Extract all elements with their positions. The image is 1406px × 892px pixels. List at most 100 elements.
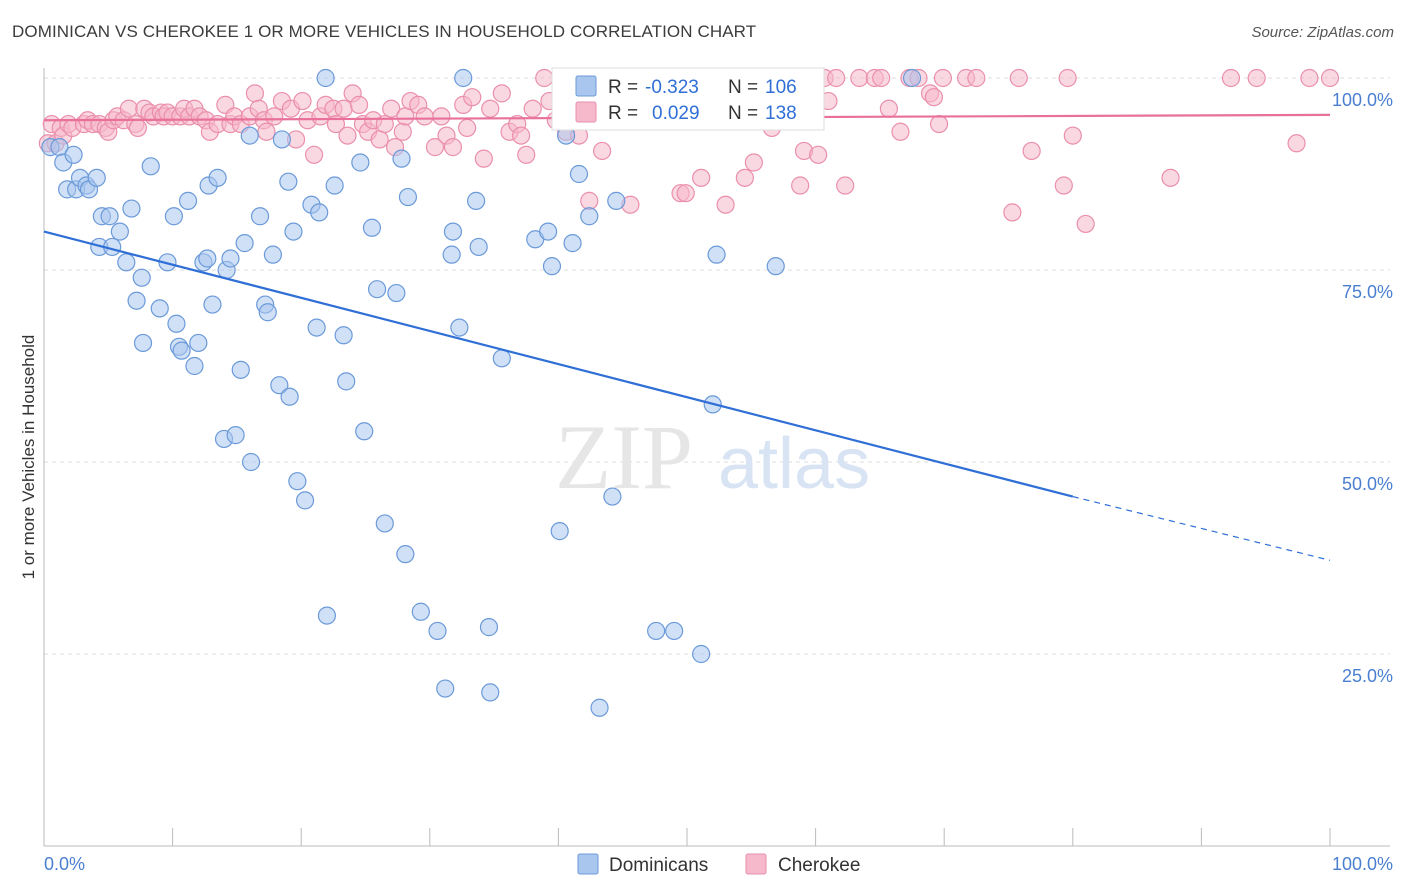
dominican-point <box>436 679 455 698</box>
x-ticks <box>43 828 1331 846</box>
dominican-point <box>707 245 726 264</box>
cherokee-point <box>676 184 695 203</box>
dominican-point <box>539 222 558 241</box>
dominican-point <box>164 207 183 226</box>
dominican-point <box>317 606 337 625</box>
dominican-point <box>127 291 146 310</box>
cherokee-point <box>257 122 276 141</box>
dominican-point <box>240 126 259 145</box>
dominican-point <box>469 237 488 257</box>
legend-box <box>551 67 825 131</box>
dominican-point <box>316 68 335 88</box>
cherokee-point <box>1161 168 1180 187</box>
dominican-point <box>263 245 283 264</box>
cherokee-point <box>349 95 369 114</box>
dominican-point <box>665 621 684 641</box>
cherokee-point <box>933 68 953 88</box>
dominican-point <box>279 172 298 191</box>
cherokee-point <box>716 195 735 214</box>
cherokee-point <box>338 126 357 145</box>
cherokee-point <box>967 68 986 88</box>
dominican-point <box>203 295 222 314</box>
legend-swatch-cherokee <box>575 101 597 123</box>
legend-n-value-cherokee: 138 <box>765 103 797 124</box>
cherokee-point <box>334 99 353 118</box>
x-tick-label-max: 100.0% <box>1332 854 1393 874</box>
dominican-point <box>231 360 250 379</box>
y-tick-label: 75.0% <box>1342 282 1393 302</box>
dominican-point <box>141 157 160 176</box>
dominican-point <box>272 130 292 149</box>
cherokee-point <box>924 88 944 107</box>
dominican-point <box>325 176 344 195</box>
cherokee-point <box>245 84 265 103</box>
dominican-point <box>117 253 136 272</box>
dominican-point <box>375 514 394 533</box>
legend-r-value-dominicans: -0.323 <box>645 77 699 98</box>
dominican-point <box>902 68 922 88</box>
dominican-point <box>580 207 599 226</box>
legend-r-value-cherokee: 0.029 <box>652 103 700 124</box>
cherokee-point <box>1054 176 1073 195</box>
dominican-point <box>221 249 240 268</box>
watermark: ZIP atlas <box>555 406 870 508</box>
dominican-point <box>280 387 299 406</box>
watermark-zip: ZIP <box>555 406 693 508</box>
dominican-point <box>241 452 261 472</box>
cherokee-point <box>1287 134 1306 153</box>
cherokee-point <box>791 176 810 195</box>
cherokee-point <box>382 99 401 118</box>
cherokee-point <box>463 88 482 107</box>
cherokee-point <box>304 145 324 164</box>
dominican-point <box>226 426 245 445</box>
dominican-point <box>310 203 329 222</box>
dominican-point <box>284 222 303 241</box>
dominican-trend-extension <box>1072 495 1331 561</box>
dominican-point <box>466 191 486 210</box>
dominican-point <box>122 199 141 218</box>
cherokee-point <box>517 145 536 164</box>
cherokee-point <box>580 191 599 210</box>
chart-title: DOMINICAN VS CHEROKEE 1 OR MORE VEHICLES… <box>12 22 757 41</box>
dominican-point <box>387 283 406 303</box>
dominican-point <box>132 268 151 287</box>
dominican-point <box>100 207 119 226</box>
dominican-point <box>362 218 382 237</box>
dominican-point <box>481 683 500 702</box>
dominican-point <box>250 207 270 226</box>
dominican-point <box>607 191 626 210</box>
cherokee-point <box>128 118 147 138</box>
bottom-legend-label-dominicans: Dominicans <box>609 855 708 876</box>
dominican-point <box>295 491 315 510</box>
dominican-point <box>334 326 353 345</box>
dominican-point <box>569 164 589 184</box>
cherokee-point <box>119 99 138 118</box>
cherokee-point <box>872 68 891 88</box>
cherokee-point <box>929 114 949 134</box>
cherokee-point <box>535 68 554 88</box>
dominican-point <box>258 303 277 322</box>
cherokee-point <box>393 122 412 141</box>
dominican-point <box>307 318 326 337</box>
cherokee-point <box>293 91 312 111</box>
y-tick-label: 100.0% <box>1332 90 1393 110</box>
y-axis-label: 1 or more Vehicles in Household <box>19 335 38 580</box>
cherokee-point <box>265 107 284 126</box>
cherokee-point <box>432 107 451 126</box>
cherokee-point <box>1058 68 1077 88</box>
x-tick-label-min: 0.0% <box>44 854 85 874</box>
dominican-point <box>398 187 418 207</box>
cherokee-point <box>593 141 612 161</box>
dominican-point <box>208 168 227 187</box>
cherokee-point <box>827 68 846 88</box>
dominican-point <box>396 545 415 564</box>
dominican-point <box>563 234 582 253</box>
cherokee-point <box>879 99 899 118</box>
cherokee-point <box>523 99 542 118</box>
dominican-point <box>590 698 609 717</box>
dominican-point <box>766 257 785 276</box>
legend-n-label: N = <box>728 103 758 124</box>
dominican-point <box>442 245 461 264</box>
cherokee-point <box>1247 68 1266 88</box>
